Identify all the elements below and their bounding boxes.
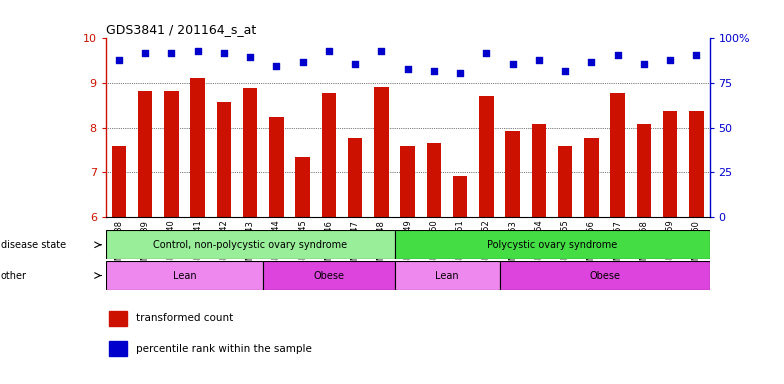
Point	[585, 58, 597, 65]
Point	[532, 57, 545, 63]
Text: transformed count: transformed count	[136, 313, 234, 323]
Bar	[558, 146, 572, 217]
Bar	[506, 131, 520, 217]
Point	[165, 50, 178, 56]
Bar	[348, 137, 362, 217]
Bar	[663, 111, 677, 217]
Point	[506, 61, 519, 67]
Text: Polycystic ovary syndrome: Polycystic ovary syndrome	[487, 240, 617, 250]
Bar	[296, 157, 310, 217]
Bar	[321, 93, 336, 217]
Text: Obese: Obese	[314, 270, 344, 281]
Bar	[689, 111, 703, 217]
Bar	[374, 87, 389, 217]
Point	[218, 50, 230, 56]
Bar	[479, 96, 494, 217]
Point	[559, 68, 572, 74]
Bar	[532, 124, 546, 217]
Bar	[138, 91, 152, 217]
Bar	[401, 146, 415, 217]
Point	[296, 58, 309, 65]
Point	[427, 68, 440, 74]
Bar	[164, 91, 179, 217]
Text: percentile rank within the sample: percentile rank within the sample	[136, 344, 312, 354]
Bar	[112, 146, 126, 217]
Point	[349, 61, 361, 67]
Bar	[584, 137, 599, 217]
Text: Lean: Lean	[435, 270, 459, 281]
Bar	[109, 311, 127, 326]
Point	[244, 54, 256, 60]
Bar	[216, 102, 231, 217]
Bar	[243, 88, 257, 217]
Text: GDS3841 / 201164_s_at: GDS3841 / 201164_s_at	[106, 23, 256, 36]
Point	[690, 52, 702, 58]
Bar	[263, 261, 394, 290]
Bar	[109, 341, 127, 356]
Point	[401, 66, 414, 72]
Point	[113, 57, 125, 63]
Bar	[637, 124, 652, 217]
Point	[454, 70, 466, 76]
Point	[480, 50, 492, 56]
Text: Control, non-polycystic ovary syndrome: Control, non-polycystic ovary syndrome	[153, 240, 347, 250]
Point	[139, 50, 151, 56]
Bar	[191, 78, 205, 217]
Point	[612, 52, 624, 58]
Point	[637, 61, 650, 67]
Text: disease state: disease state	[1, 240, 66, 250]
Text: other: other	[1, 270, 27, 281]
Bar	[453, 176, 467, 217]
Bar	[611, 93, 625, 217]
Text: Obese: Obese	[589, 270, 620, 281]
Text: Lean: Lean	[172, 270, 197, 281]
Bar	[426, 143, 441, 217]
Bar	[394, 230, 710, 259]
Bar	[394, 261, 499, 290]
Bar	[499, 261, 710, 290]
Point	[270, 63, 283, 69]
Point	[323, 48, 336, 54]
Bar	[269, 116, 284, 217]
Point	[376, 48, 388, 54]
Point	[191, 48, 204, 54]
Bar	[106, 261, 263, 290]
Bar	[106, 230, 394, 259]
Point	[664, 57, 677, 63]
